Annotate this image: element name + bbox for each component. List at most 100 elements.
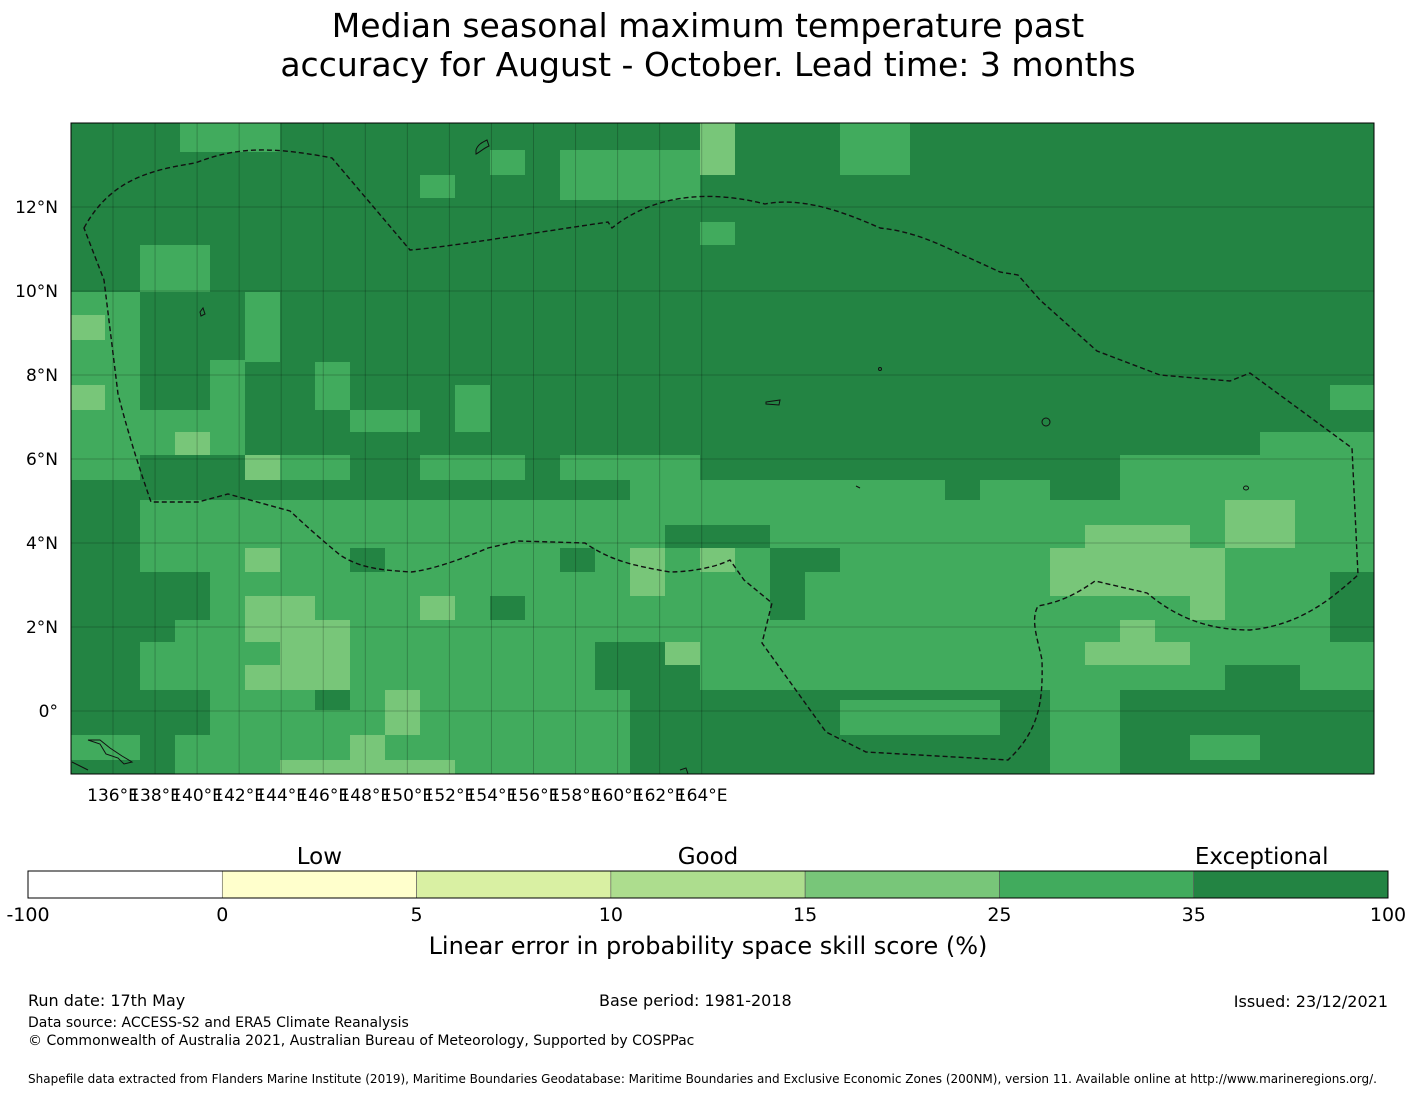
colorbar-ticks: -100 0 5 10 15 25 35 100	[6, 904, 1406, 926]
colorbar-categories: Low Good Exceptional	[297, 844, 1329, 870]
skill-cell-64	[280, 620, 350, 690]
skill-cell-8	[210, 360, 245, 455]
colorbar-tick-2: 5	[411, 904, 423, 926]
colorbar-block-0	[27, 870, 223, 899]
data-source: Data source: ACCESS-S2 and ERA5 Climate …	[28, 1015, 409, 1031]
skill-cell-72	[665, 642, 700, 665]
skill-map: 136°E138°E140°E142°E144°E146°E148°E150°E…	[15, 122, 1375, 806]
skill-cell-3	[840, 123, 910, 175]
lon-tick-3: 142°E	[213, 786, 265, 806]
skill-cell-54	[140, 548, 175, 572]
skill-cell-18	[420, 455, 525, 480]
skill-cell-1	[560, 150, 700, 200]
colorbar-category-1: Good	[678, 844, 739, 870]
skill-cell-55	[350, 432, 420, 500]
skill-cell-2	[490, 150, 525, 175]
colorbar-tick-4: 15	[793, 904, 817, 926]
skill-cell-44	[1330, 572, 1374, 642]
lon-tick-11: 158°E	[550, 786, 602, 806]
colorbar-category-0: Low	[297, 844, 342, 870]
colorbar-block-3	[610, 870, 806, 899]
lon-tick-9: 154°E	[466, 786, 518, 806]
lat-tick-2: 8°N	[26, 366, 58, 386]
lon-tick-10: 156°E	[508, 786, 560, 806]
eez-boundary	[83, 149, 1359, 761]
skill-cell-37	[770, 548, 840, 572]
map-frame	[70, 122, 1375, 775]
skill-cell-48	[315, 690, 350, 710]
skill-cell-52	[175, 596, 210, 620]
skill-cell-75	[1190, 572, 1225, 620]
lon-tick-14: 164°E	[676, 786, 728, 806]
skill-grid	[71, 123, 1374, 774]
colorbar-block-5	[999, 870, 1195, 899]
skill-cell-45	[1120, 735, 1155, 774]
skill-cell-32	[175, 735, 210, 774]
issued-date: Issued: 23/12/2021	[1233, 992, 1388, 1011]
skill-cell-7	[245, 292, 280, 362]
skill-cell-11	[315, 362, 350, 410]
lon-tick-12: 160°E	[592, 786, 644, 806]
skill-cell-60	[175, 432, 210, 455]
skill-cell-0	[180, 123, 280, 152]
lon-tick-4: 144°E	[255, 786, 307, 806]
skill-cell-43	[1225, 665, 1300, 710]
longitude-ticks: 136°E138°E140°E142°E144°E146°E148°E150°E…	[87, 786, 727, 806]
skill-cell-4	[420, 175, 455, 198]
title-line-2: accuracy for August - October. Lead time…	[280, 45, 1136, 84]
lon-tick-13: 162°E	[634, 786, 686, 806]
skill-cell-78	[1120, 620, 1155, 642]
colorbar-tick-7: 100	[1370, 904, 1406, 926]
skill-cell-14	[1260, 432, 1374, 455]
title-line-1: Median seasonal maximum temperature past	[331, 6, 1085, 45]
colorbar-category-2: Exceptional	[1195, 844, 1329, 870]
colorbar-tick-3: 10	[599, 904, 623, 926]
skill-cell-25	[71, 525, 105, 550]
skill-cell-61	[245, 455, 280, 480]
skill-cell-40	[665, 665, 700, 774]
skill-cell-33	[71, 735, 140, 760]
skill-cell-66	[420, 596, 455, 620]
skill-cell-42	[665, 525, 770, 548]
lat-tick-3: 6°N	[26, 450, 58, 470]
skill-cell-12	[350, 410, 420, 432]
colorbar-tick-6: 35	[1182, 904, 1206, 926]
colorbar-label: Linear error in probability space skill …	[429, 932, 988, 960]
colorbar-block-6	[1193, 870, 1389, 899]
skill-cell-53	[105, 572, 175, 642]
skill-cell-76	[1225, 500, 1295, 548]
skill-cell-69	[280, 760, 455, 774]
skill-cell-39	[595, 642, 665, 690]
lat-tick-5: 2°N	[26, 618, 58, 638]
skill-cell-65	[245, 665, 280, 690]
skill-cell-70	[630, 548, 665, 596]
skill-cell-17	[280, 455, 350, 480]
copyright: © Commonwealth of Australia 2021, Austra…	[28, 1033, 695, 1049]
islands	[71, 139, 1249, 775]
colorbar-block-1	[221, 870, 417, 899]
lat-tick-6: 0°	[39, 702, 58, 722]
lon-tick-8: 152°E	[424, 786, 476, 806]
colorbar-tick-1: 0	[216, 904, 228, 926]
lon-tick-7: 150°E	[381, 786, 433, 806]
base-period: Base period: 1981-2018	[599, 991, 792, 1010]
skill-cell-15	[1330, 385, 1374, 410]
skill-cell-13	[455, 385, 490, 432]
skill-cell-35	[1050, 690, 1120, 774]
lon-tick-0: 136°E	[87, 786, 139, 806]
skill-cell-49	[490, 596, 525, 620]
lat-tick-0: 12°N	[15, 198, 58, 218]
skill-cell-5	[140, 245, 210, 292]
run-date: Run date: 17th May	[28, 991, 186, 1010]
colorbar-block-2	[416, 870, 612, 899]
colorbar-blocks	[27, 870, 1389, 899]
lon-tick-6: 148°E	[339, 786, 391, 806]
skill-cell-58	[71, 315, 105, 340]
skill-cell-34	[945, 710, 980, 735]
skill-cell-51	[350, 548, 385, 572]
skill-cell-19	[560, 455, 700, 480]
lat-tick-4: 4°N	[26, 534, 58, 554]
lat-tick-1: 10°N	[15, 282, 58, 302]
skill-cell-46	[1260, 710, 1374, 774]
colorbar-tick-5: 25	[987, 904, 1011, 926]
